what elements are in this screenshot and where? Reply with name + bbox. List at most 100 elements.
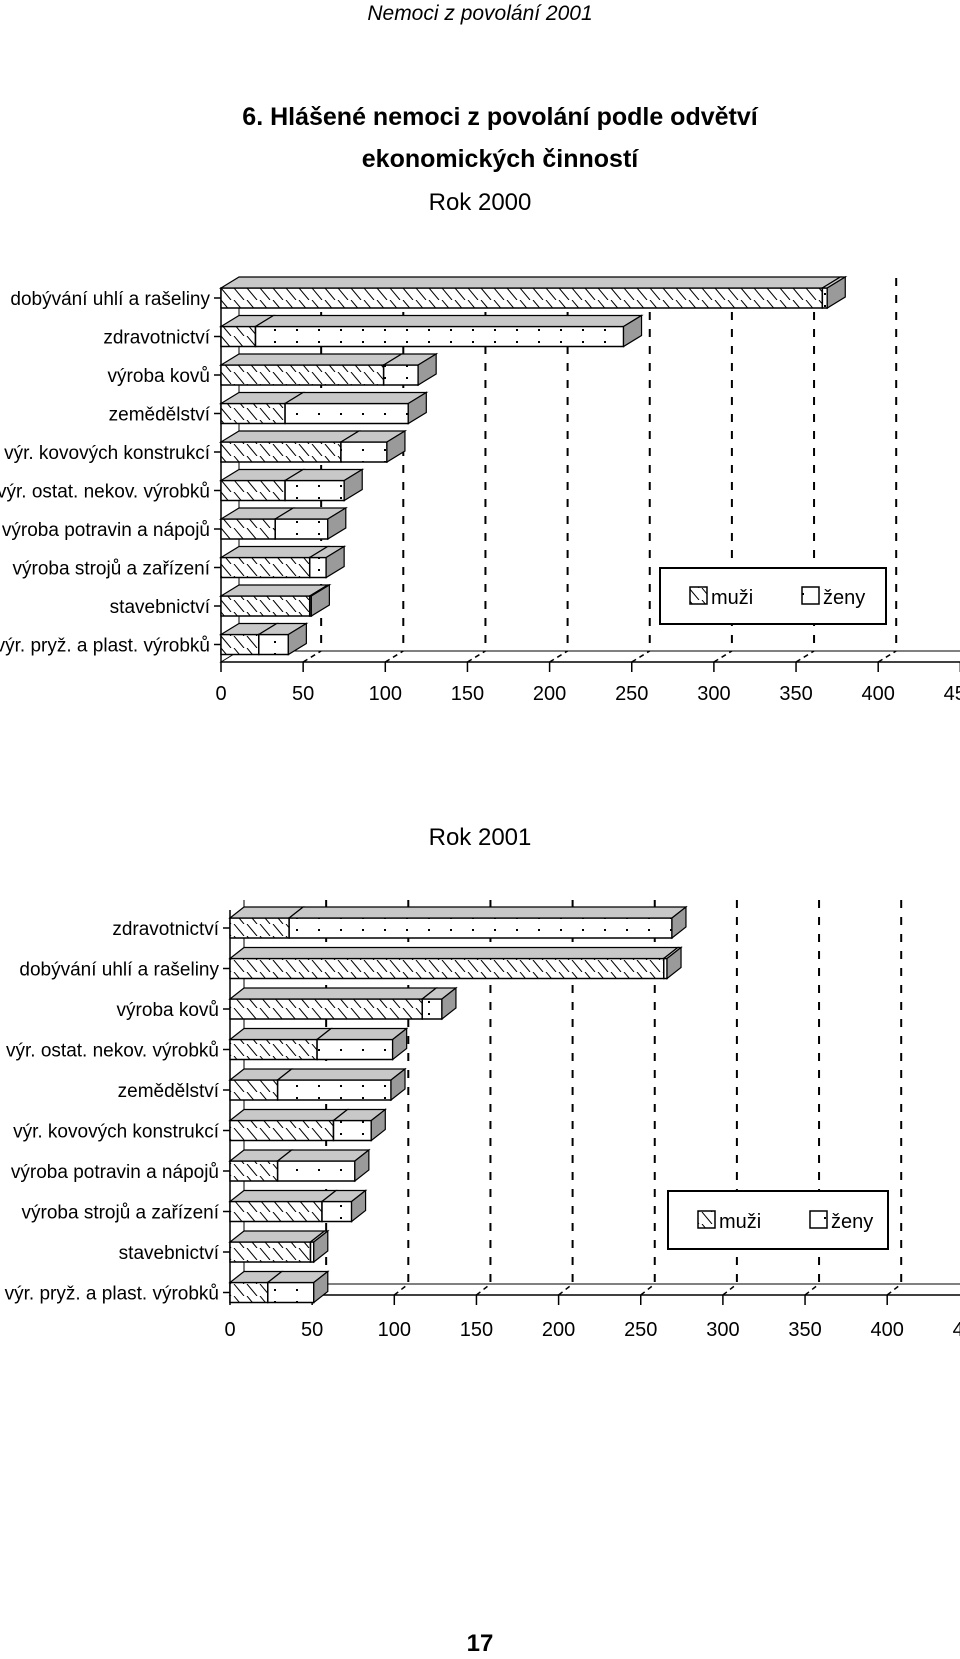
category-label: výr. ostat. nekov. výrobků — [6, 1041, 219, 1062]
floor-grid-200 — [549, 650, 568, 663]
bar-side — [826, 275, 846, 310]
category-label: výr. ostat. nekov. výrobků — [0, 482, 210, 503]
x-tick-label: 300 — [706, 1319, 739, 1341]
bar-top-zeny — [315, 1027, 409, 1041]
bar-side — [407, 391, 427, 425]
bar-muzi — [229, 1119, 335, 1142]
category-label: zemědělství — [109, 405, 211, 426]
bar-side — [441, 986, 457, 1021]
floor-grid-250 — [631, 650, 651, 663]
x-tick-label: 350 — [788, 1319, 821, 1341]
category-label: výroba kovů — [108, 366, 210, 387]
bar-muzi — [229, 998, 423, 1020]
bar-muzi — [229, 1079, 279, 1101]
category-label: dobývání uhlí a rašeliny — [19, 960, 219, 981]
category-label: výroba kovů — [117, 1000, 219, 1021]
bar-muzi — [229, 1038, 318, 1061]
bar-side — [350, 1189, 367, 1223]
x-tick-label: 250 — [624, 1319, 657, 1341]
bar-top-zeny — [275, 1068, 407, 1081]
bar-side — [666, 946, 682, 980]
x-tick-label: 350 — [779, 683, 812, 705]
legend-swatch-zeny — [801, 586, 820, 605]
bar-side — [354, 1148, 370, 1183]
category-label: výroba potravin a nápojů — [2, 520, 210, 541]
bar-muzi — [229, 1200, 323, 1223]
bar-zeny — [288, 917, 673, 939]
chart-title: Rok 2001 — [429, 824, 532, 851]
category-label: výroba strojů a zařízení — [13, 559, 211, 580]
category-label: výr. kovových konstrukcí — [4, 443, 211, 464]
legend-swatch-muzi — [689, 586, 708, 605]
floor-grid-50 — [302, 650, 322, 663]
x-tick-label: 450 — [944, 683, 960, 705]
x-tick-label: 450 — [953, 1319, 960, 1341]
bar-muzi — [229, 1241, 312, 1263]
bar-side — [417, 352, 437, 387]
category-label: dobývání uhlí a rašeliny — [10, 289, 210, 310]
x-tick-label: 250 — [615, 683, 648, 705]
x-tick-label: 0 — [224, 1319, 235, 1341]
section-title-line2: ekonomických činností — [361, 145, 639, 173]
category-label: výr. pryž. a plast. výrobků — [0, 636, 210, 657]
bar-side — [370, 1108, 386, 1142]
legend-swatch-zeny — [809, 1210, 828, 1229]
floor-grid-300 — [713, 650, 733, 663]
floor — [228, 1283, 960, 1296]
bar-zeny — [421, 998, 443, 1020]
floor-grid-400 — [877, 650, 897, 663]
x-tick-label: 50 — [292, 683, 314, 705]
bar-muzi — [229, 917, 290, 939]
legend-label-muzi: muži — [711, 587, 753, 609]
category-label: stavebnictví — [119, 1243, 220, 1264]
floor-grid-200 — [558, 1283, 574, 1296]
bar-side — [313, 1270, 329, 1304]
chart-2000: Rok 2000 0 50 100 150 200 250 300 350 400 450 dobýv… — [0, 189, 960, 705]
floor-grid-400 — [886, 1283, 902, 1296]
bar-top-zeny — [275, 1149, 371, 1162]
chart-title: Rok 2000 — [429, 189, 532, 216]
category-label: výroba strojů a zařízení — [22, 1203, 220, 1224]
floor-grid-100 — [393, 1283, 409, 1296]
bar-side — [287, 622, 307, 656]
x-tick-label: 200 — [542, 1319, 575, 1341]
section-title: 6. Hlášené nemoci z povolání podle odvět… — [60, 96, 940, 180]
floor-grid-150 — [475, 1283, 491, 1296]
bar-side — [327, 506, 347, 541]
x-tick-label: 300 — [697, 683, 730, 705]
bar-side — [671, 905, 687, 940]
category-label: zemědělství — [118, 1081, 220, 1102]
legend-label-zeny: ženy — [823, 587, 865, 609]
floor-grid-350 — [795, 650, 815, 663]
bar-side — [310, 583, 330, 618]
bar-zeny — [267, 1281, 315, 1304]
legend-label-muzi: muži — [719, 1211, 761, 1233]
x-tick-label: 100 — [369, 683, 402, 705]
section-title-line1: 6. Hlášené nemoci z povolání podle odvět… — [242, 103, 758, 131]
bar-top-muzi — [228, 1189, 338, 1203]
bar-side — [386, 429, 406, 464]
x-tick-label: 50 — [301, 1319, 323, 1341]
page-number: 17 — [466, 1630, 494, 1657]
bar-muzi — [229, 957, 665, 980]
x-tick-label: 400 — [862, 683, 895, 705]
floor-grid-300 — [722, 1283, 738, 1296]
legend-label-zeny: ženy — [831, 1211, 873, 1233]
category-label: zdravotnictví — [112, 919, 219, 940]
bar-zeny — [276, 1160, 356, 1182]
chart-2001: Rok 2001 0 50 100 150 200 250 300 350 400 450 zdrav… — [5, 824, 960, 1341]
bar-side — [313, 1229, 329, 1264]
bar-top-zeny — [287, 906, 688, 919]
bar-top-muzi — [228, 1230, 327, 1243]
bar-top-muzi — [228, 1108, 350, 1122]
x-tick-label: 150 — [460, 1319, 493, 1341]
legend-swatch-muzi — [697, 1210, 716, 1229]
bar-side — [325, 545, 345, 579]
bar-muzi — [229, 1160, 279, 1182]
bar-top-muzi — [228, 987, 438, 1000]
x-tick-label: 400 — [871, 1319, 904, 1341]
bar-side — [622, 314, 643, 348]
bar-zeny — [332, 1119, 373, 1142]
x-tick-label: 0 — [215, 683, 226, 705]
floor-grid-100 — [384, 650, 404, 663]
